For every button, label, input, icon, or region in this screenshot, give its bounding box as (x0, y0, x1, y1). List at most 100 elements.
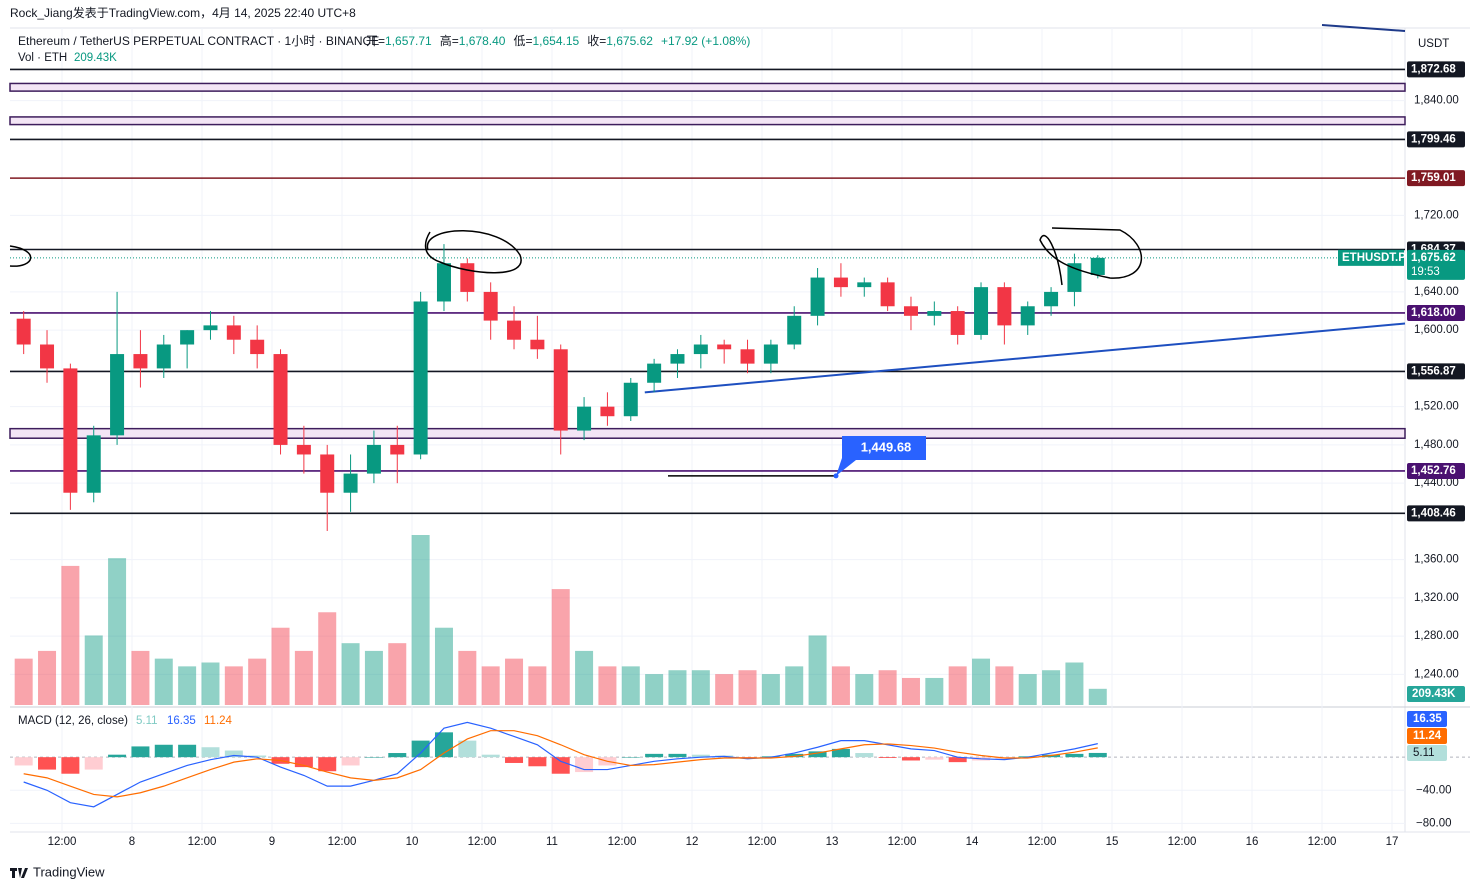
price-tag (1407, 249, 1465, 280)
level-tag (1407, 505, 1465, 522)
level-tag (1407, 131, 1465, 148)
y-tick-label: 1,600.00 (1414, 324, 1459, 336)
volume-bar (224, 666, 243, 705)
macd-histogram (411, 740, 430, 758)
macd-histogram (108, 754, 127, 758)
credit: Rock_Jiang发表于TradingView.com，4月 14, 2025… (10, 5, 356, 20)
symbol-tag (1338, 249, 1404, 266)
ohlc-key: 低= (513, 34, 532, 48)
macd-histogram (364, 757, 383, 758)
y-tick-label: 1,840.00 (1414, 95, 1459, 107)
x-tick-label: 12:00 (1028, 836, 1057, 848)
x-tick-label: 16 (1246, 836, 1259, 848)
change: +17.92 (+1.08%) (661, 34, 750, 48)
volume-bar (855, 674, 874, 705)
candle-body (1090, 257, 1105, 275)
volume-bar (201, 662, 220, 705)
drawing-line (1321, 24, 1406, 32)
macd-line (23, 721, 1098, 808)
volume-bar (575, 650, 594, 705)
level-label: 1,872.68 (1411, 63, 1456, 75)
symbol: Ethereum / TetherUS PERPETUAL CONTRACT ·… (18, 34, 379, 48)
volume-tag (1407, 686, 1465, 702)
signal-tag (1407, 728, 1447, 744)
macd-histogram (855, 753, 874, 758)
volume-bar (972, 658, 991, 705)
ohlc-key: 开= (366, 34, 385, 48)
candle-body (390, 444, 405, 455)
macd-tag-label: 16.35 (1413, 713, 1442, 725)
macd-histogram (668, 753, 687, 758)
x-tick-label: 17 (1386, 836, 1399, 848)
macd-histogram (831, 748, 850, 758)
candle-body (717, 344, 732, 350)
footer: TradingView (33, 864, 105, 879)
candle-body (927, 311, 942, 316)
level-label: 1,759.01 (1411, 172, 1456, 184)
candle-body (296, 444, 311, 455)
x-tick-label: 11 (546, 836, 558, 848)
volume-bar (505, 658, 524, 705)
volume-title: Vol · ETH (18, 52, 67, 64)
candle-body (903, 306, 918, 316)
volume-bar (645, 674, 664, 705)
signal-line (23, 730, 1098, 798)
price-label: 1,675.62 (1411, 252, 1456, 264)
macd-histogram (878, 757, 897, 758)
x-tick-label: 12:00 (748, 836, 777, 848)
macd-histogram (458, 740, 477, 758)
volume-bar (668, 670, 687, 705)
macd-histogram (621, 757, 640, 758)
volume-bar (271, 627, 290, 705)
candle-body (623, 382, 638, 417)
candle-body (250, 339, 265, 355)
volume-bar (14, 658, 33, 705)
volume-bar (1065, 662, 1084, 705)
logo (10, 868, 28, 878)
volume-bar (434, 627, 453, 705)
level-tag (1407, 61, 1465, 78)
macd-histogram (925, 757, 944, 760)
signal-tag-label: 11.24 (1413, 730, 1442, 742)
x-tick-label: 15 (1106, 836, 1119, 848)
candle-body (693, 344, 708, 355)
macd-histogram (38, 757, 57, 770)
ohlc-key: 收= (587, 34, 606, 48)
candle-body (833, 277, 848, 288)
hand-drawing (424, 230, 522, 274)
candle-body (343, 473, 358, 493)
y-tick-label: 1,520.00 (1414, 401, 1459, 413)
volume-bar (341, 643, 360, 705)
candle-body (413, 301, 428, 455)
candle-body (787, 315, 802, 345)
macd-histogram (224, 750, 243, 758)
x-tick-label: 9 (269, 836, 275, 848)
y-tick-label: 1,360.00 (1414, 554, 1459, 566)
macd-histogram (528, 757, 547, 767)
macd-histogram (341, 757, 360, 766)
level-label: 1,556.87 (1411, 365, 1456, 377)
macd-histogram (901, 757, 920, 761)
candle-body (577, 406, 592, 431)
volume-bar (84, 635, 103, 705)
ohlc-value: 1,654.15 (532, 34, 579, 48)
y-tick-label: 1,440.00 (1414, 477, 1459, 489)
hand-drawing (1039, 227, 1143, 286)
volume-bar (761, 674, 780, 705)
x-tick-label: 13 (826, 836, 839, 848)
x-tick-label: 12:00 (328, 836, 357, 848)
macd-histogram (785, 753, 804, 758)
volume-bar (785, 666, 804, 705)
macd-histogram (131, 746, 150, 758)
candle-body (110, 354, 125, 436)
ohlc-value: 1,657.71 (385, 34, 432, 48)
macd-histogram (294, 757, 313, 768)
candle-body (600, 406, 615, 417)
macd-histogram (551, 757, 570, 774)
ohlc-value: 1,675.62 (606, 34, 653, 48)
candle-body (507, 320, 522, 340)
ohlc-key: 高= (440, 33, 459, 48)
volume-bar (995, 666, 1014, 705)
hand-drawing (9, 245, 32, 267)
level-label: 1,408.46 (1411, 507, 1456, 519)
